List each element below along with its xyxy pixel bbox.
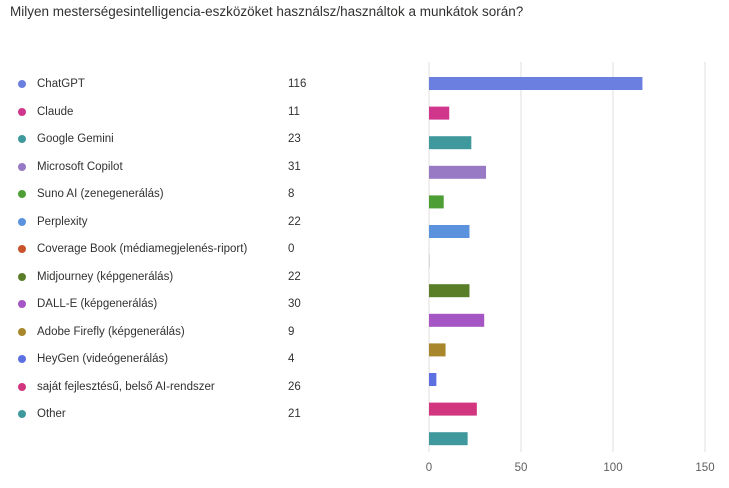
bar[interactable] [429,402,477,416]
legend-swatch [18,410,26,418]
legend-count: 26 [288,380,301,393]
legend-swatch [18,300,26,308]
legend-label: ChatGPT [37,78,85,90]
legend-count: 4 [288,353,295,365]
legend-label: Coverage Book (médiamegjelenés-riport) [37,243,248,255]
legend-label: Perplexity [37,215,88,228]
legend-swatch [18,190,26,198]
legend-count: 30 [288,298,301,310]
legend-count: 22 [288,215,301,228]
legend-count: 22 [288,270,301,283]
legend-swatch [18,80,26,88]
legend-swatch [18,327,26,336]
legend-count: 21 [288,408,301,420]
legend-label: HeyGen (videógenerálás) [37,353,169,365]
x-tick-label: 100 [603,462,622,474]
legend-swatch [18,162,26,171]
legend-count: 8 [288,188,295,200]
bar[interactable] [429,343,446,357]
bar[interactable] [429,195,444,209]
bar[interactable] [429,165,487,179]
legend-swatch [18,217,26,226]
bar[interactable] [429,313,485,327]
legend-count: 23 [288,133,301,145]
legend-label: Midjourney (képgenerálás) [37,270,174,283]
x-tick-label: 0 [426,462,432,474]
legend-count: 31 [288,160,301,173]
legend-swatch [18,135,26,143]
x-tick-label: 50 [515,462,528,474]
legend-swatch [18,272,26,281]
legend-swatch [18,382,26,391]
legend-swatch [18,355,26,363]
bar[interactable] [429,106,450,120]
legend-swatch [18,245,26,253]
bar[interactable] [429,373,437,386]
legend-label: Google Gemini [37,133,114,145]
legend-count: 116 [288,78,307,90]
bar[interactable] [429,432,468,446]
legend-label: Other [37,408,66,420]
bar[interactable] [429,284,470,298]
chart-title: Milyen mesterségesintelligencia-eszközök… [10,4,524,19]
legend-label: DALL-E (képgenerálás) [37,298,158,310]
legend-swatch [18,107,26,116]
legend-count: 9 [288,325,295,338]
bar[interactable] [429,225,470,238]
bar[interactable] [429,254,430,268]
x-tick-label: 150 [695,462,714,474]
legend-count: 11 [288,105,300,118]
bar[interactable] [429,136,472,150]
legend-label: Claude [37,105,74,118]
legend-label: Adobe Firefly (képgenerálás) [37,325,185,338]
legend-label: saját fejlesztésű, belső AI-rendszer [37,380,215,393]
legend-label: Suno AI (zenegenerálás) [37,188,164,200]
legend-label: Microsoft Copilot [37,160,123,173]
bar[interactable] [429,77,643,90]
legend-count: 0 [288,243,295,255]
